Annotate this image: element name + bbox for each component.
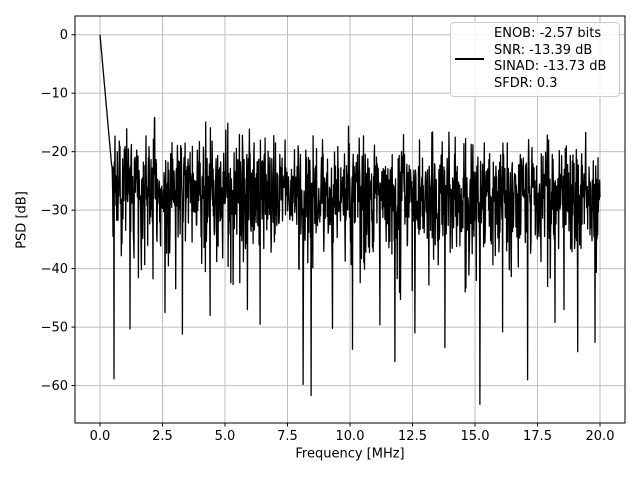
x-tick-label: 17.5 — [523, 429, 552, 444]
y-tick-label: −30 — [41, 204, 68, 219]
legend-entry-sinad: SINAD: -13.73 dB — [494, 59, 607, 75]
x-tick-label: 15.0 — [461, 429, 490, 444]
x-tick-label: 10.0 — [336, 429, 365, 444]
x-tick-label: 7.5 — [277, 429, 298, 444]
y-tick-label: −10 — [41, 87, 68, 102]
y-tick-label: −20 — [41, 145, 68, 160]
x-axis-label: Frequency [MHz] — [295, 446, 405, 462]
y-tick-label: −50 — [41, 321, 68, 336]
tick-marks — [71, 34, 601, 427]
legend-line-swatch — [455, 58, 484, 60]
y-tick-label: −60 — [41, 379, 68, 394]
y-tick-label: −40 — [41, 262, 68, 277]
x-tick-label: 12.5 — [398, 429, 427, 444]
x-tick-label: 20.0 — [586, 429, 615, 444]
y-tick-label: 0 — [60, 28, 68, 43]
legend-entry-snr: SNR: -13.39 dB — [494, 42, 593, 58]
y-axis-label: PSD [dB] — [14, 191, 30, 249]
legend: ENOB: -2.57 bits SNR: -13.39 dB SINAD: -… — [450, 22, 620, 97]
x-tick-label: 2.5 — [152, 429, 173, 444]
legend-entry-sfdr: SFDR: 0.3 — [494, 75, 558, 91]
legend-entry-enob: ENOB: -2.57 bits — [494, 26, 602, 41]
x-tick-label: 5.0 — [215, 429, 236, 444]
psd-series-line — [99, 34, 601, 405]
tick-labels: 0.0 2.5 5.0 7.5 10.0 12.5 15.0 17.5 20.0 0 −10 −20 −… — [41, 28, 615, 444]
x-tick-label: 0.0 — [90, 429, 111, 444]
